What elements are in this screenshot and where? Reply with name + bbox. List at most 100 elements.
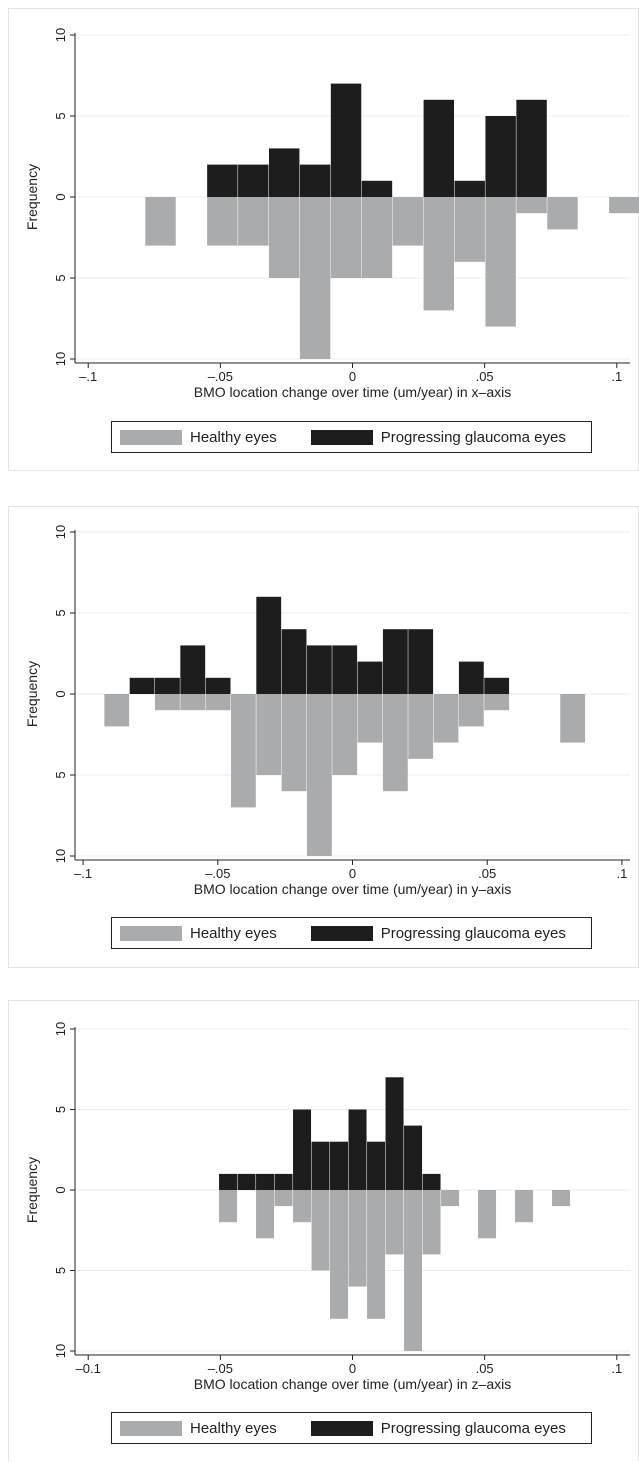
bar-progressing — [367, 1141, 386, 1190]
x-tick-label: .1 — [616, 866, 627, 881]
bar-progressing — [219, 1173, 238, 1190]
bar-progressing — [404, 1125, 423, 1190]
bar-progressing — [205, 677, 231, 694]
x-tick-label: –.1 — [74, 866, 92, 881]
bar-healthy — [454, 197, 485, 262]
bar-healthy — [256, 1190, 275, 1239]
bar-healthy — [207, 197, 238, 246]
legend-swatch-progressing — [310, 429, 373, 445]
bar-healthy — [219, 1190, 238, 1223]
bar-healthy — [180, 694, 206, 711]
histogram-x-axis: 10 5 0 5 10 Frequency –.1 –.05 0 .05 .1 BMO locatio… — [24, 28, 639, 400]
legend-label-progressing: Progressing glaucoma eyes — [380, 924, 566, 942]
bar-progressing — [361, 180, 393, 197]
legend-swatch-healthy — [120, 925, 182, 941]
bar-progressing — [332, 645, 358, 694]
x-tick-label: –.05 — [208, 369, 233, 384]
bar-progressing — [293, 1109, 312, 1190]
bar-healthy — [515, 1190, 534, 1223]
bar-progressing — [485, 116, 516, 197]
y-tick-label: 0 — [53, 690, 68, 697]
bar-progressing — [311, 1141, 330, 1190]
bar-progressing — [516, 99, 547, 197]
bar-healthy — [256, 694, 282, 775]
chart-panel-z-axis: 10 5 0 5 10 Frequency –0.1 –.05 0 .05 .1 BMO locati… — [8, 1000, 639, 1461]
bar-progressing — [274, 1173, 293, 1190]
bar-progressing — [408, 629, 434, 694]
legend-label-progressing: Progressing glaucoma eyes — [380, 1419, 566, 1437]
x-tick-label: –.05 — [208, 1361, 233, 1376]
x-tick-label: –0.1 — [76, 1361, 101, 1376]
x-tick-label: .05 — [478, 866, 496, 881]
histogram-z-axis: 10 5 0 5 10 Frequency –0.1 –.05 0 .05 .1 BMO locati… — [24, 1022, 630, 1392]
legend: Healthy eyes Progressing glaucoma eyes — [111, 1412, 592, 1444]
x-tick-label: 0 — [349, 369, 356, 384]
bar-progressing — [299, 164, 331, 197]
legend-label-progressing: Progressing glaucoma eyes — [380, 428, 566, 446]
bar-progressing — [330, 1141, 349, 1190]
y-tick-label: 5 — [53, 771, 68, 778]
bar-progressing — [348, 1109, 367, 1190]
bar-healthy — [205, 694, 231, 711]
bar-healthy — [281, 694, 307, 792]
bar-healthy — [609, 197, 639, 214]
bar-healthy — [367, 1190, 386, 1319]
bar-progressing — [129, 677, 155, 694]
bar-healthy — [485, 197, 516, 327]
bar-healthy — [306, 694, 332, 856]
bar-healthy — [458, 694, 484, 727]
x-tick-label: .05 — [476, 369, 494, 384]
y-tick-label: 10 — [53, 525, 68, 539]
bar-healthy — [433, 694, 459, 743]
x-axis-title: BMO location change over time (um/year) … — [194, 881, 511, 897]
bar-progressing — [268, 148, 300, 197]
bar-healthy — [552, 1190, 571, 1207]
bar-progressing — [237, 1173, 256, 1190]
bar-healthy — [392, 197, 424, 246]
legend: Healthy eyes Progressing glaucoma eyes — [111, 421, 592, 453]
x-tick-label: –.05 — [205, 866, 230, 881]
bar-healthy — [361, 197, 393, 278]
bar-healthy — [155, 694, 180, 711]
bar-healthy — [238, 197, 269, 246]
y-tick-label: 10 — [53, 1022, 68, 1036]
x-tick-label: 0 — [349, 1361, 356, 1376]
bar-progressing — [256, 596, 282, 694]
y-axis-title: Frequency — [24, 1157, 40, 1223]
bar-progressing — [385, 1077, 404, 1190]
bar-progressing — [382, 629, 408, 694]
bar-healthy — [311, 1190, 330, 1271]
bar-healthy — [547, 197, 578, 230]
y-tick-label: 10 — [53, 352, 68, 366]
bar-healthy — [332, 694, 358, 775]
y-tick-label: 5 — [53, 274, 68, 281]
bar-healthy — [230, 694, 256, 808]
bar-progressing — [306, 645, 332, 694]
chart-panel-x-axis: 10 5 0 5 10 Frequency –.1 –.05 0 .05 .1 BMO locatio… — [8, 8, 639, 471]
x-tick-label: –.1 — [79, 369, 97, 384]
bar-progressing — [484, 677, 510, 694]
bar-progressing — [155, 677, 180, 694]
y-tick-label: 0 — [53, 1186, 68, 1193]
y-tick-label: 10 — [53, 28, 68, 42]
bar-progressing — [422, 1173, 441, 1190]
bar-healthy — [274, 1190, 293, 1207]
bar-healthy — [382, 694, 408, 792]
bar-healthy — [268, 197, 300, 278]
bar-healthy — [408, 694, 434, 759]
x-axis-title: BMO location change over time (um/year) … — [194, 1376, 511, 1392]
bar-healthy — [478, 1190, 497, 1239]
y-tick-label: 0 — [53, 193, 68, 200]
bar-healthy — [330, 1190, 349, 1319]
y-tick-label: 5 — [53, 609, 68, 616]
bar-progressing — [357, 661, 383, 694]
legend-swatch-progressing — [310, 925, 373, 941]
bar-healthy — [145, 197, 176, 246]
bar-progressing — [256, 1173, 275, 1190]
y-tick-label: 10 — [53, 1344, 68, 1358]
legend-label-healthy: Healthy eyes — [190, 924, 277, 942]
y-axis-title: Frequency — [24, 164, 40, 230]
bar-healthy — [404, 1190, 423, 1351]
legend-label-healthy: Healthy eyes — [190, 1419, 277, 1437]
bar-healthy — [299, 197, 331, 359]
